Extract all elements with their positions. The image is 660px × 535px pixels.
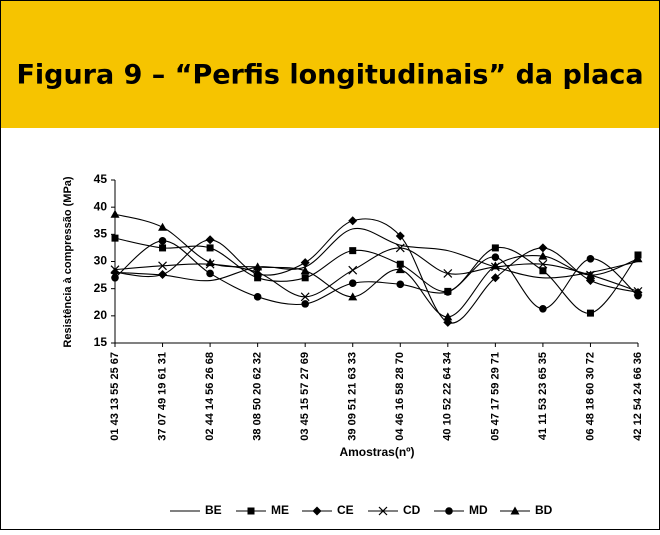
marker-x — [395, 243, 405, 253]
marker-triangle — [253, 262, 263, 271]
marker-square — [586, 309, 594, 317]
legend-label: MD — [469, 503, 488, 517]
legend-label: CD — [403, 503, 421, 517]
marker-square — [111, 234, 119, 242]
x-tick-label: 05 47 17 59 29 71 — [489, 352, 501, 441]
marker-diamond — [205, 235, 215, 245]
marker-circle — [348, 279, 357, 288]
marker-triangle — [510, 506, 520, 515]
marker-x — [348, 265, 358, 275]
x-tick-label: 02 44 14 56 26 68 — [204, 352, 216, 441]
marker-x — [158, 261, 167, 271]
marker-circle — [158, 237, 167, 245]
marker-circle — [634, 291, 642, 300]
marker-triangle — [158, 222, 168, 231]
marker-triangle — [538, 251, 548, 260]
marker-circle — [586, 254, 595, 263]
marker-diamond — [490, 273, 500, 283]
marker-triangle — [633, 254, 643, 263]
x-tick-label: 04 46 16 58 28 70 — [394, 352, 406, 441]
y-tick-label: 30 — [94, 254, 108, 268]
marker-diamond — [538, 243, 548, 253]
marker-square — [349, 247, 357, 255]
marker-x — [110, 265, 120, 275]
marker-diamond — [395, 231, 405, 241]
marker-square — [539, 267, 547, 275]
marker-x — [378, 506, 388, 516]
legend-label: BD — [535, 503, 553, 517]
marker-square — [206, 244, 214, 252]
marker-triangle — [443, 312, 453, 321]
x-tick-label: 40 10 52 22 64 34 — [442, 351, 454, 441]
marker-x — [443, 269, 453, 278]
marker-x — [538, 259, 548, 269]
y-tick-label: 15 — [94, 335, 108, 349]
header-band — [1, 1, 659, 128]
legend-label: BE — [205, 503, 222, 517]
y-axis-label: Resistência à compressão (MPa) — [62, 176, 74, 348]
marker-triangle — [490, 261, 500, 270]
marker-circle — [491, 253, 500, 261]
marker-circle — [445, 507, 453, 515]
marker-circle — [301, 300, 309, 308]
marker-diamond — [312, 506, 322, 516]
marker-circle — [396, 280, 405, 289]
marker-triangle — [395, 265, 405, 274]
y-tick-label: 35 — [94, 227, 108, 241]
x-tick-label: 42 12 54 24 66 36 — [632, 352, 644, 441]
y-tick-label: 25 — [94, 281, 108, 295]
y-tick-label: 45 — [94, 172, 108, 186]
y-tick-label: 40 — [94, 199, 108, 213]
chart-title: Figura 9 – “Perfis longitudinais” da pla… — [16, 60, 643, 91]
marker-square — [159, 244, 167, 252]
marker-square — [396, 260, 404, 268]
marker-diamond — [300, 258, 310, 268]
marker-triangle — [348, 292, 358, 301]
x-tick-label: 06 48 18 60 30 72 — [584, 352, 596, 441]
marker-circle — [539, 304, 547, 313]
legend-label: ME — [271, 503, 289, 517]
marker-diamond — [110, 267, 120, 277]
x-axis-label: Amostras(nº) — [339, 445, 414, 459]
y-tick-label: 20 — [94, 308, 108, 322]
marker-circle — [111, 274, 119, 282]
x-tick-label: 41 11 53 23 65 35 — [537, 352, 549, 440]
x-tick-label: 38 08 50 20 62 32 — [252, 352, 264, 441]
marker-x — [300, 292, 310, 302]
marker-triangle — [300, 266, 310, 275]
marker-diamond — [348, 216, 358, 226]
marker-square — [247, 507, 255, 515]
x-tick-label: 01 43 13 55 25 67 — [109, 352, 121, 441]
legend-label: CE — [337, 503, 354, 517]
x-tick-label: 39 09 51 21 63 33 — [347, 352, 359, 441]
series-line — [114, 227, 639, 282]
marker-circle — [206, 269, 214, 278]
marker-diamond — [158, 270, 168, 280]
marker-square — [301, 274, 309, 282]
x-tick-label: 37 07 49 19 61 31 — [156, 352, 168, 441]
marker-triangle — [110, 209, 120, 218]
marker-triangle — [205, 258, 215, 267]
marker-triangle — [585, 270, 595, 279]
marker-square — [491, 244, 499, 252]
x-tick-label: 03 45 15 57 27 69 — [299, 352, 311, 441]
series-line — [114, 247, 639, 298]
marker-circle — [253, 293, 262, 301]
marker-circle — [444, 288, 452, 296]
